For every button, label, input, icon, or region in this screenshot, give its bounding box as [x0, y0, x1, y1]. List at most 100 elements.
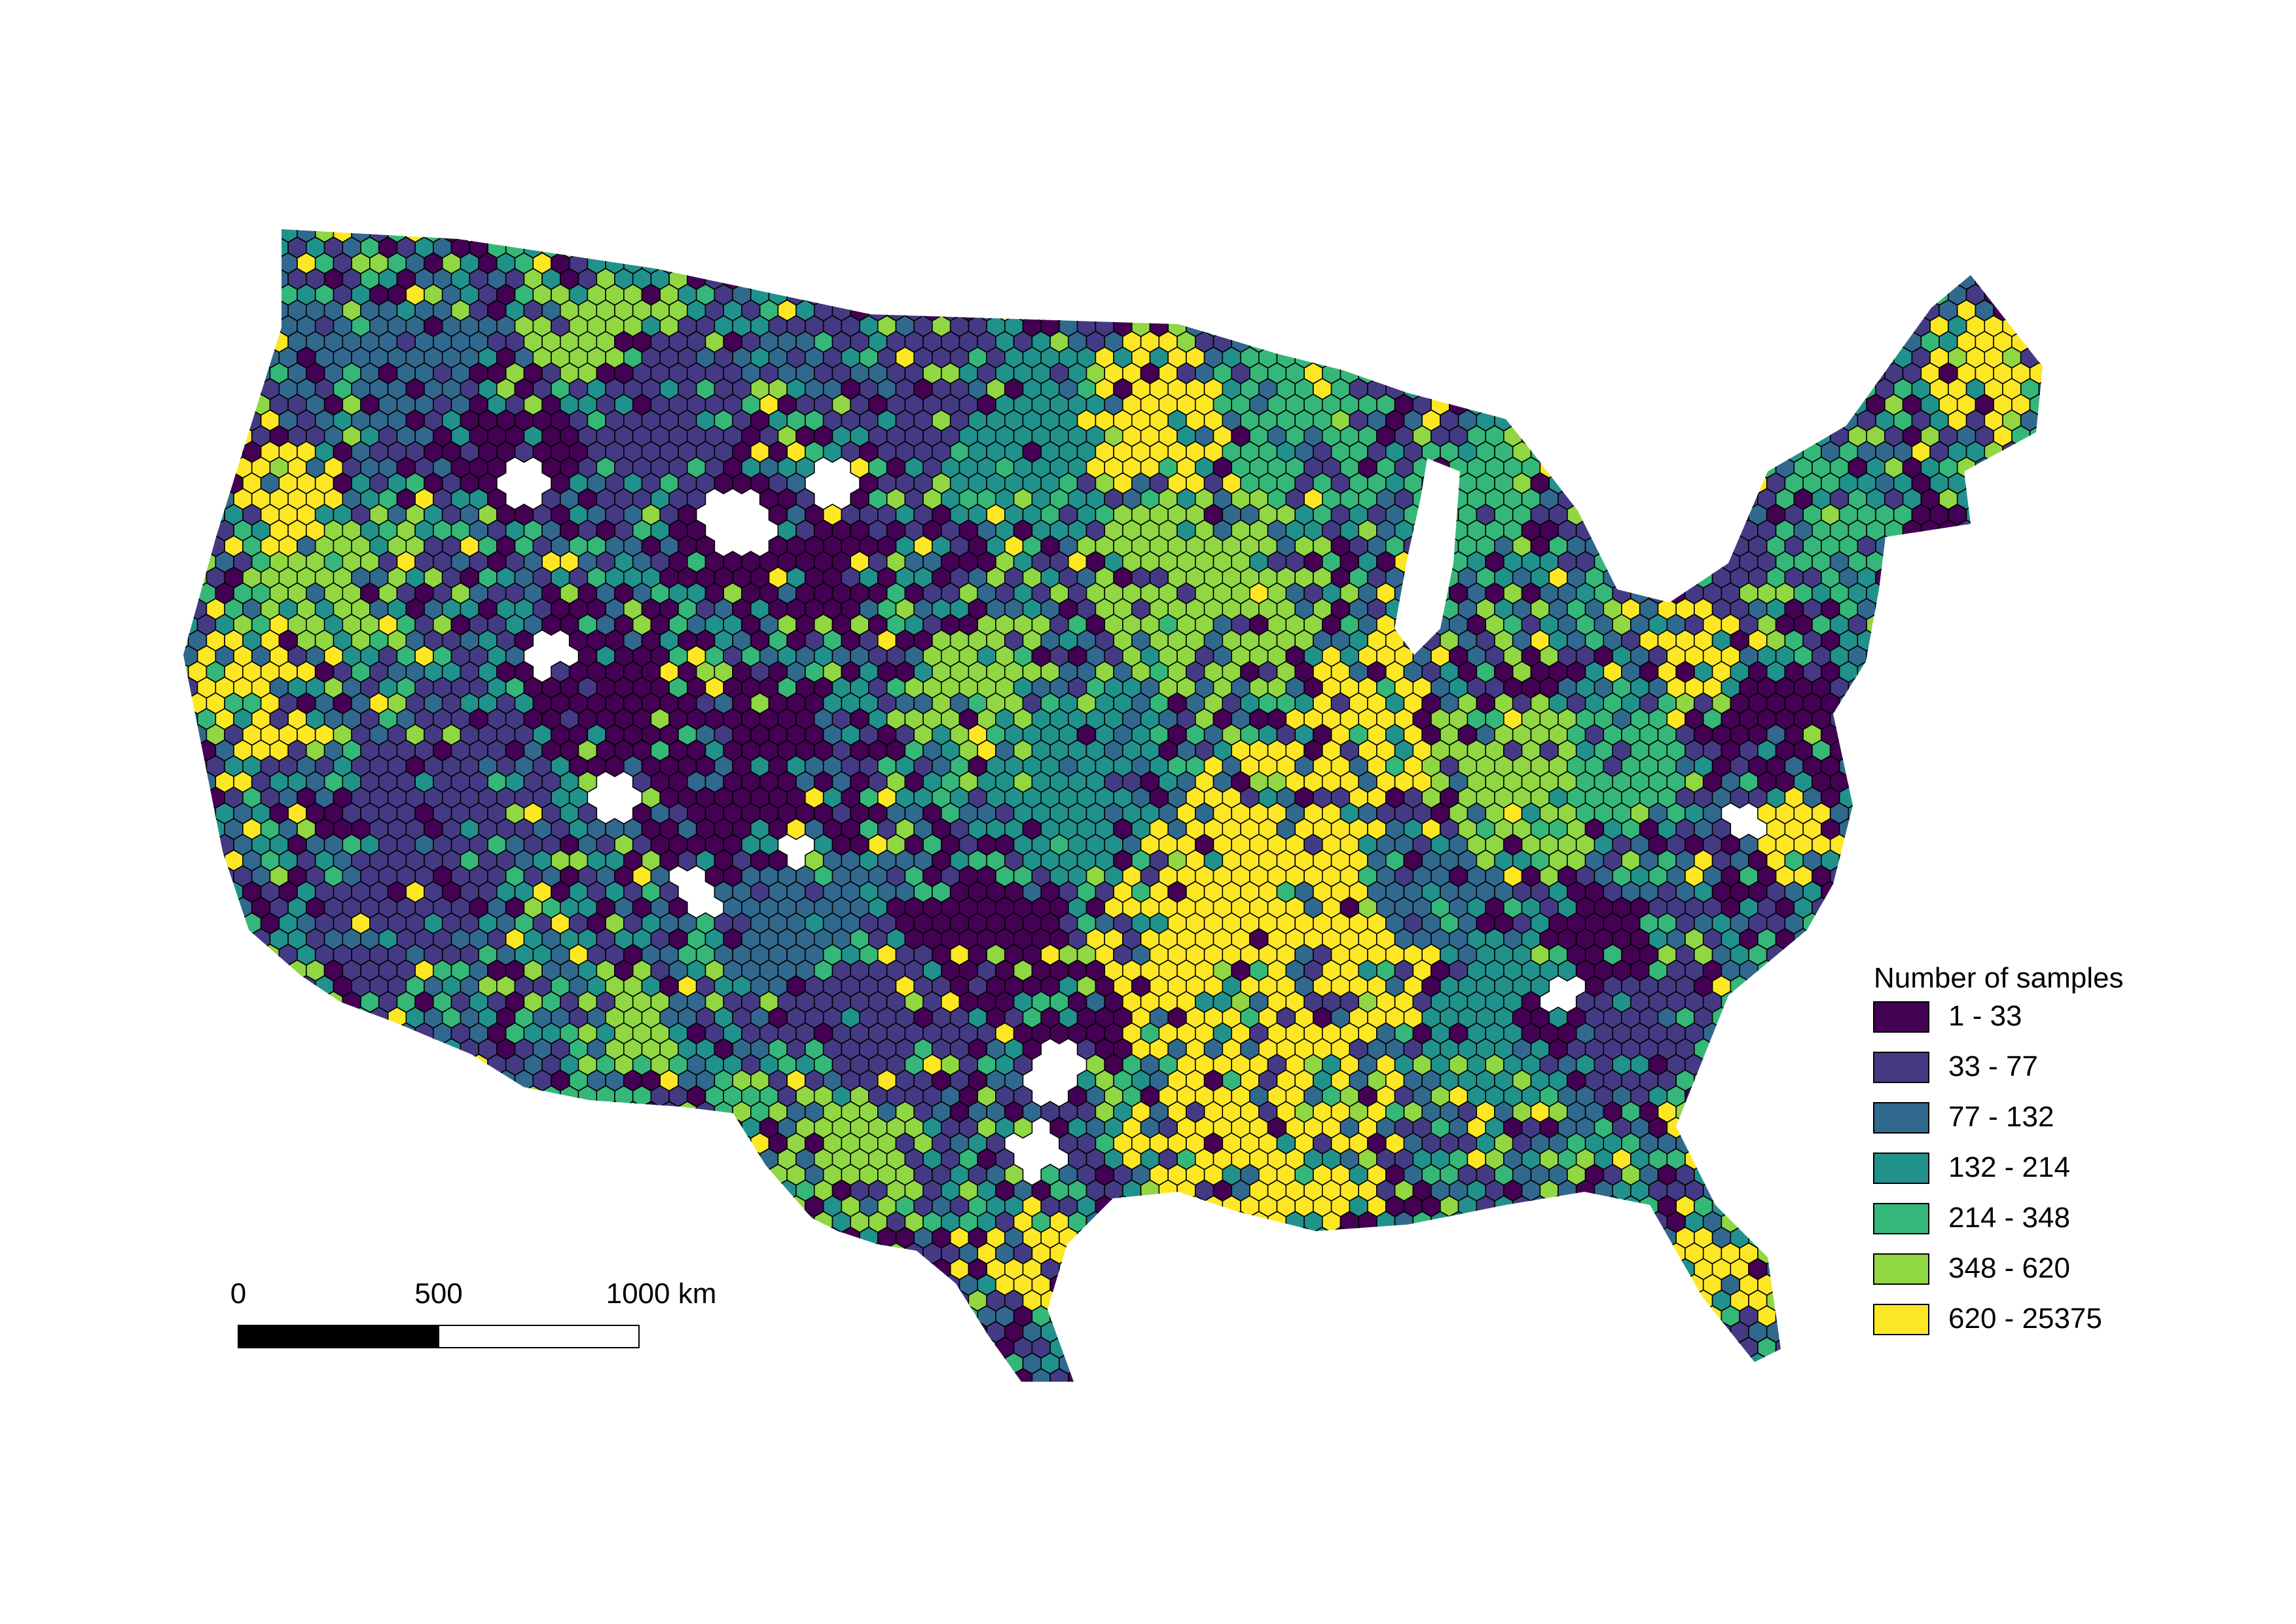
hex-cell — [1621, 229, 1641, 243]
hex-cell — [1920, 771, 1940, 793]
hex-cell — [923, 206, 941, 227]
hex-cell — [215, 959, 234, 982]
hex-cell — [1675, 284, 1695, 306]
hex-cell — [949, 252, 970, 274]
hex-cell — [795, 236, 815, 259]
hex-cell — [187, 252, 208, 274]
hex-cell — [1630, 268, 1650, 290]
hex-cell — [196, 299, 217, 322]
hex-cell — [2048, 709, 2066, 729]
hex-cell — [1948, 818, 1967, 840]
hex-cell — [1584, 229, 1605, 243]
hex-cell — [1621, 252, 1641, 274]
hex-cell — [215, 394, 234, 416]
hex-cell — [1476, 229, 1495, 243]
hexbin-layer — [161, 206, 2066, 1382]
hex-cell — [1784, 944, 1804, 966]
hex-cell — [1893, 535, 1913, 557]
hex-cell — [1539, 331, 1559, 353]
hex-cell — [1775, 425, 1795, 447]
hex-cell — [1621, 566, 1641, 589]
hex-cell — [1584, 378, 1605, 400]
hex-cell — [2029, 456, 2043, 479]
hex-cell — [2048, 803, 2066, 824]
hex-cell — [1286, 206, 1304, 227]
hex-cell — [1920, 645, 1940, 667]
hex-cell — [1802, 944, 1822, 966]
hex-cell — [1440, 315, 1459, 337]
hex-cell — [183, 229, 189, 243]
hex-cell — [1675, 504, 1695, 526]
hex-cell — [1186, 229, 1205, 243]
hex-cell — [1594, 519, 1613, 542]
hex-cell — [161, 709, 179, 729]
hex-cell — [2038, 629, 2043, 652]
hex-cell — [514, 441, 534, 463]
hex-cell — [215, 362, 234, 384]
hex-cell — [2048, 206, 2066, 227]
hex-cell — [750, 252, 770, 274]
hex-cell — [1031, 268, 1051, 290]
hex-cell — [759, 268, 779, 290]
hex-cell — [460, 229, 479, 243]
hex-cell — [1838, 315, 1859, 337]
hex-cell — [1866, 896, 1886, 919]
hex-cell — [183, 504, 189, 526]
hex-cell — [1929, 818, 1949, 840]
hex-cell — [1867, 206, 1885, 227]
hex-cell — [183, 331, 198, 353]
hex-cell — [161, 866, 179, 887]
hex-cell — [1784, 284, 1804, 306]
hex-cell — [1911, 598, 1931, 620]
hex-cell — [1748, 229, 1768, 243]
hex-cell — [1014, 206, 1032, 227]
hex-cell — [687, 236, 706, 259]
hex-cell — [2048, 646, 2066, 667]
hex-cell — [1893, 629, 1913, 652]
hex-cell — [1893, 818, 1913, 840]
hex-cell — [1920, 834, 1940, 856]
hex-cell — [2002, 598, 2022, 620]
hex-cell — [1548, 409, 1568, 432]
hex-cell — [2029, 299, 2043, 322]
hex-cell — [2038, 598, 2043, 620]
hex-cell — [1911, 755, 1931, 777]
hex-cell — [1685, 394, 1704, 416]
hex-cell — [1702, 236, 1722, 259]
hex-cell — [1702, 425, 1722, 447]
hex-cell — [224, 378, 244, 400]
hex-cell — [206, 315, 225, 337]
hex-cell — [1539, 236, 1559, 259]
hex-cell — [183, 252, 189, 274]
hex-cell — [251, 928, 271, 950]
hex-cell — [759, 236, 779, 259]
hex-cell — [1848, 236, 1867, 259]
hex-cell — [1993, 834, 2013, 856]
hex-cell — [233, 299, 253, 322]
hex-cell — [579, 206, 597, 227]
hex-cell — [1857, 881, 1876, 903]
hex-cell — [1893, 881, 1913, 903]
hex-cell — [1584, 472, 1605, 494]
hex-cell — [1558, 362, 1577, 384]
hex-cell — [1657, 441, 1677, 463]
hex-cell — [1920, 236, 1940, 259]
hex-cell — [2038, 315, 2043, 337]
hex-cell — [742, 206, 760, 227]
hex-cell — [1621, 441, 1641, 463]
hex-cell — [1875, 881, 1895, 903]
hex-cell — [768, 252, 788, 274]
hex-cell — [1494, 252, 1514, 274]
hex-cell — [1902, 928, 1922, 950]
hex-cell — [596, 206, 615, 227]
hex-cell — [1975, 676, 1994, 699]
hex-cell — [1757, 268, 1777, 290]
hex-cell — [1902, 739, 1922, 762]
hex-cell — [187, 818, 208, 840]
hex-cell — [1485, 362, 1504, 384]
hex-cell — [1548, 229, 1568, 243]
hex-cell — [2002, 229, 2022, 243]
hex-cell — [1095, 284, 1114, 306]
hex-cell — [1838, 378, 1859, 400]
hex-cell — [2012, 206, 2030, 227]
